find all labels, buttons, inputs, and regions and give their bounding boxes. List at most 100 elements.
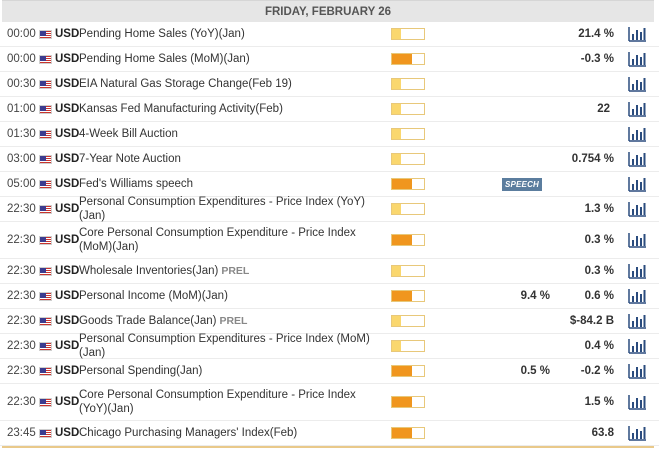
event-row[interactable]: 22:30 USD Core Personal Consumption Expend… (0, 384, 659, 421)
event-previous: 1.3 % (584, 203, 614, 215)
event-title-text: Pending Home Sales (MoM)(Jan) (79, 53, 250, 65)
event-previous: 0.754 % (571, 153, 614, 165)
bar-chart-icon[interactable] (627, 288, 647, 304)
event-title[interactable]: Personal Income (MoM)(Jan) (79, 289, 379, 303)
event-row[interactable]: 22:30 USD Personal Consumption Expenditure… (0, 332, 659, 360)
event-forecast: 22 (597, 103, 610, 115)
impact-indicator (391, 290, 425, 302)
event-time: 22:30 (7, 396, 36, 408)
event-row[interactable]: 01:00 USD Kansas Fed Manufacturing Activit… (0, 97, 659, 122)
event-title[interactable]: Core Personal Consumption Expenditure - … (79, 226, 379, 254)
event-currency: USD (55, 427, 80, 439)
event-title[interactable]: Wholesale Inventories(Jan) PREL (79, 264, 379, 278)
event-title[interactable]: Fed's Williams speech (79, 177, 379, 191)
event-row[interactable]: 22:30 USD Personal Income (MoM)(Jan) 9.4 % 0… (0, 284, 659, 309)
us-flag-icon (39, 397, 52, 407)
us-flag-icon (39, 291, 52, 301)
event-currency: USD (55, 340, 80, 352)
event-currency: USD (55, 315, 80, 327)
event-list: 00:00 USD Pending Home Sales (YoY)(Jan) 21.… (0, 22, 659, 446)
event-currency: USD (55, 178, 80, 190)
us-flag-icon (39, 179, 52, 189)
bar-chart-icon[interactable] (627, 26, 647, 42)
event-title[interactable]: 7-Year Note Auction (79, 152, 379, 166)
event-time: 00:00 (7, 28, 36, 40)
bar-chart-icon[interactable] (627, 263, 647, 279)
event-title[interactable]: Personal Consumption Expenditures - Pric… (79, 195, 379, 223)
bar-chart-icon[interactable] (627, 126, 647, 142)
bar-chart-icon[interactable] (627, 338, 647, 354)
event-time: 05:00 (7, 178, 36, 190)
event-currency: USD (55, 396, 80, 408)
bar-chart-icon[interactable] (627, 425, 647, 441)
event-title-text: Core Personal Consumption Expenditure - … (79, 389, 356, 415)
event-title[interactable]: Goods Trade Balance(Jan) PREL (79, 314, 379, 328)
event-title[interactable]: Core Personal Consumption Expenditure - … (79, 388, 379, 416)
event-title[interactable]: EIA Natural Gas Storage Change(Feb 19) (79, 77, 379, 91)
event-time: 22:30 (7, 365, 36, 377)
event-currency: USD (55, 103, 80, 115)
event-title[interactable]: Personal Consumption Expenditures - Pric… (79, 332, 379, 360)
us-flag-icon (39, 79, 52, 89)
impact-indicator (391, 365, 425, 377)
us-flag-icon (39, 29, 52, 39)
event-row[interactable]: 22:30 USD Personal Spending(Jan) 0.5 % -0.2 … (0, 359, 659, 384)
event-title[interactable]: Chicago Purchasing Managers' Index(Feb) (79, 426, 379, 440)
bar-chart-icon[interactable] (627, 76, 647, 92)
event-row[interactable]: 23:45 USD Chicago Purchasing Managers' Ind… (0, 421, 659, 446)
bar-chart-icon[interactable] (627, 394, 647, 410)
us-flag-icon (39, 204, 52, 214)
event-previous: -0.3 % (580, 53, 614, 65)
event-row[interactable]: 00:00 USD Pending Home Sales (YoY)(Jan) 21.… (0, 22, 659, 47)
event-currency: USD (55, 234, 80, 246)
event-row[interactable]: 03:00 USD 7-Year Note Auction 0.754 % (0, 147, 659, 172)
bar-chart-icon[interactable] (627, 363, 647, 379)
bar-chart-icon[interactable] (627, 51, 647, 67)
event-row[interactable]: 22:30 USD Wholesale Inventories(Jan) PREL 0.… (0, 259, 659, 284)
bar-chart-icon[interactable] (627, 201, 647, 217)
event-row[interactable]: 22:30 USD Personal Consumption Expenditure… (0, 195, 659, 223)
impact-indicator (391, 178, 425, 190)
event-title-text: Personal Consumption Expenditures - Pric… (79, 333, 370, 359)
event-row[interactable]: 22:30 USD Core Personal Consumption Expend… (0, 222, 659, 259)
event-previous: -0.2 % (580, 365, 614, 377)
event-title[interactable]: Kansas Fed Manufacturing Activity(Feb) (79, 102, 379, 116)
us-flag-icon (39, 316, 52, 326)
event-previous: 1.5 % (584, 396, 614, 408)
event-row[interactable]: 00:30 USD EIA Natural Gas Storage Change(F… (0, 72, 659, 97)
bar-chart-icon[interactable] (627, 151, 647, 167)
impact-indicator (391, 203, 425, 215)
bottom-divider (2, 446, 654, 448)
event-currency: USD (55, 28, 80, 40)
event-title[interactable]: Personal Spending(Jan) (79, 364, 379, 378)
event-time: 00:00 (7, 53, 36, 65)
bar-chart-icon[interactable] (627, 313, 647, 329)
bar-chart-icon[interactable] (627, 176, 647, 192)
event-previous: 0.3 % (584, 265, 614, 277)
event-time: 03:00 (7, 153, 36, 165)
event-row[interactable]: 05:00 USD Fed's Williams speech SPEECH (0, 172, 659, 197)
event-time: 01:30 (7, 128, 36, 140)
event-time: 22:30 (7, 265, 36, 277)
event-currency: USD (55, 365, 80, 377)
impact-indicator (391, 234, 425, 246)
event-row[interactable]: 00:00 USD Pending Home Sales (MoM)(Jan) -0.… (0, 47, 659, 72)
event-title[interactable]: Pending Home Sales (MoM)(Jan) (79, 52, 379, 66)
event-title[interactable]: Pending Home Sales (YoY)(Jan) (79, 27, 379, 41)
event-time: 22:30 (7, 340, 36, 352)
event-currency: USD (55, 53, 80, 65)
bar-chart-icon[interactable] (627, 232, 647, 248)
impact-indicator (391, 153, 425, 165)
event-currency: USD (55, 290, 80, 302)
event-row[interactable]: 01:30 USD 4-Week Bill Auction (0, 122, 659, 147)
event-title-text: Goods Trade Balance(Jan) (79, 315, 217, 327)
event-currency: USD (55, 78, 80, 90)
impact-indicator (391, 315, 425, 327)
event-title[interactable]: 4-Week Bill Auction (79, 127, 379, 141)
us-flag-icon (39, 366, 52, 376)
event-row[interactable]: 22:30 USD Goods Trade Balance(Jan) PREL $-84… (0, 309, 659, 334)
speech-badge: SPEECH (502, 177, 542, 191)
bar-chart-icon[interactable] (627, 101, 647, 117)
impact-indicator (391, 265, 425, 277)
date-header: FRIDAY, FEBRUARY 26 (2, 0, 654, 22)
